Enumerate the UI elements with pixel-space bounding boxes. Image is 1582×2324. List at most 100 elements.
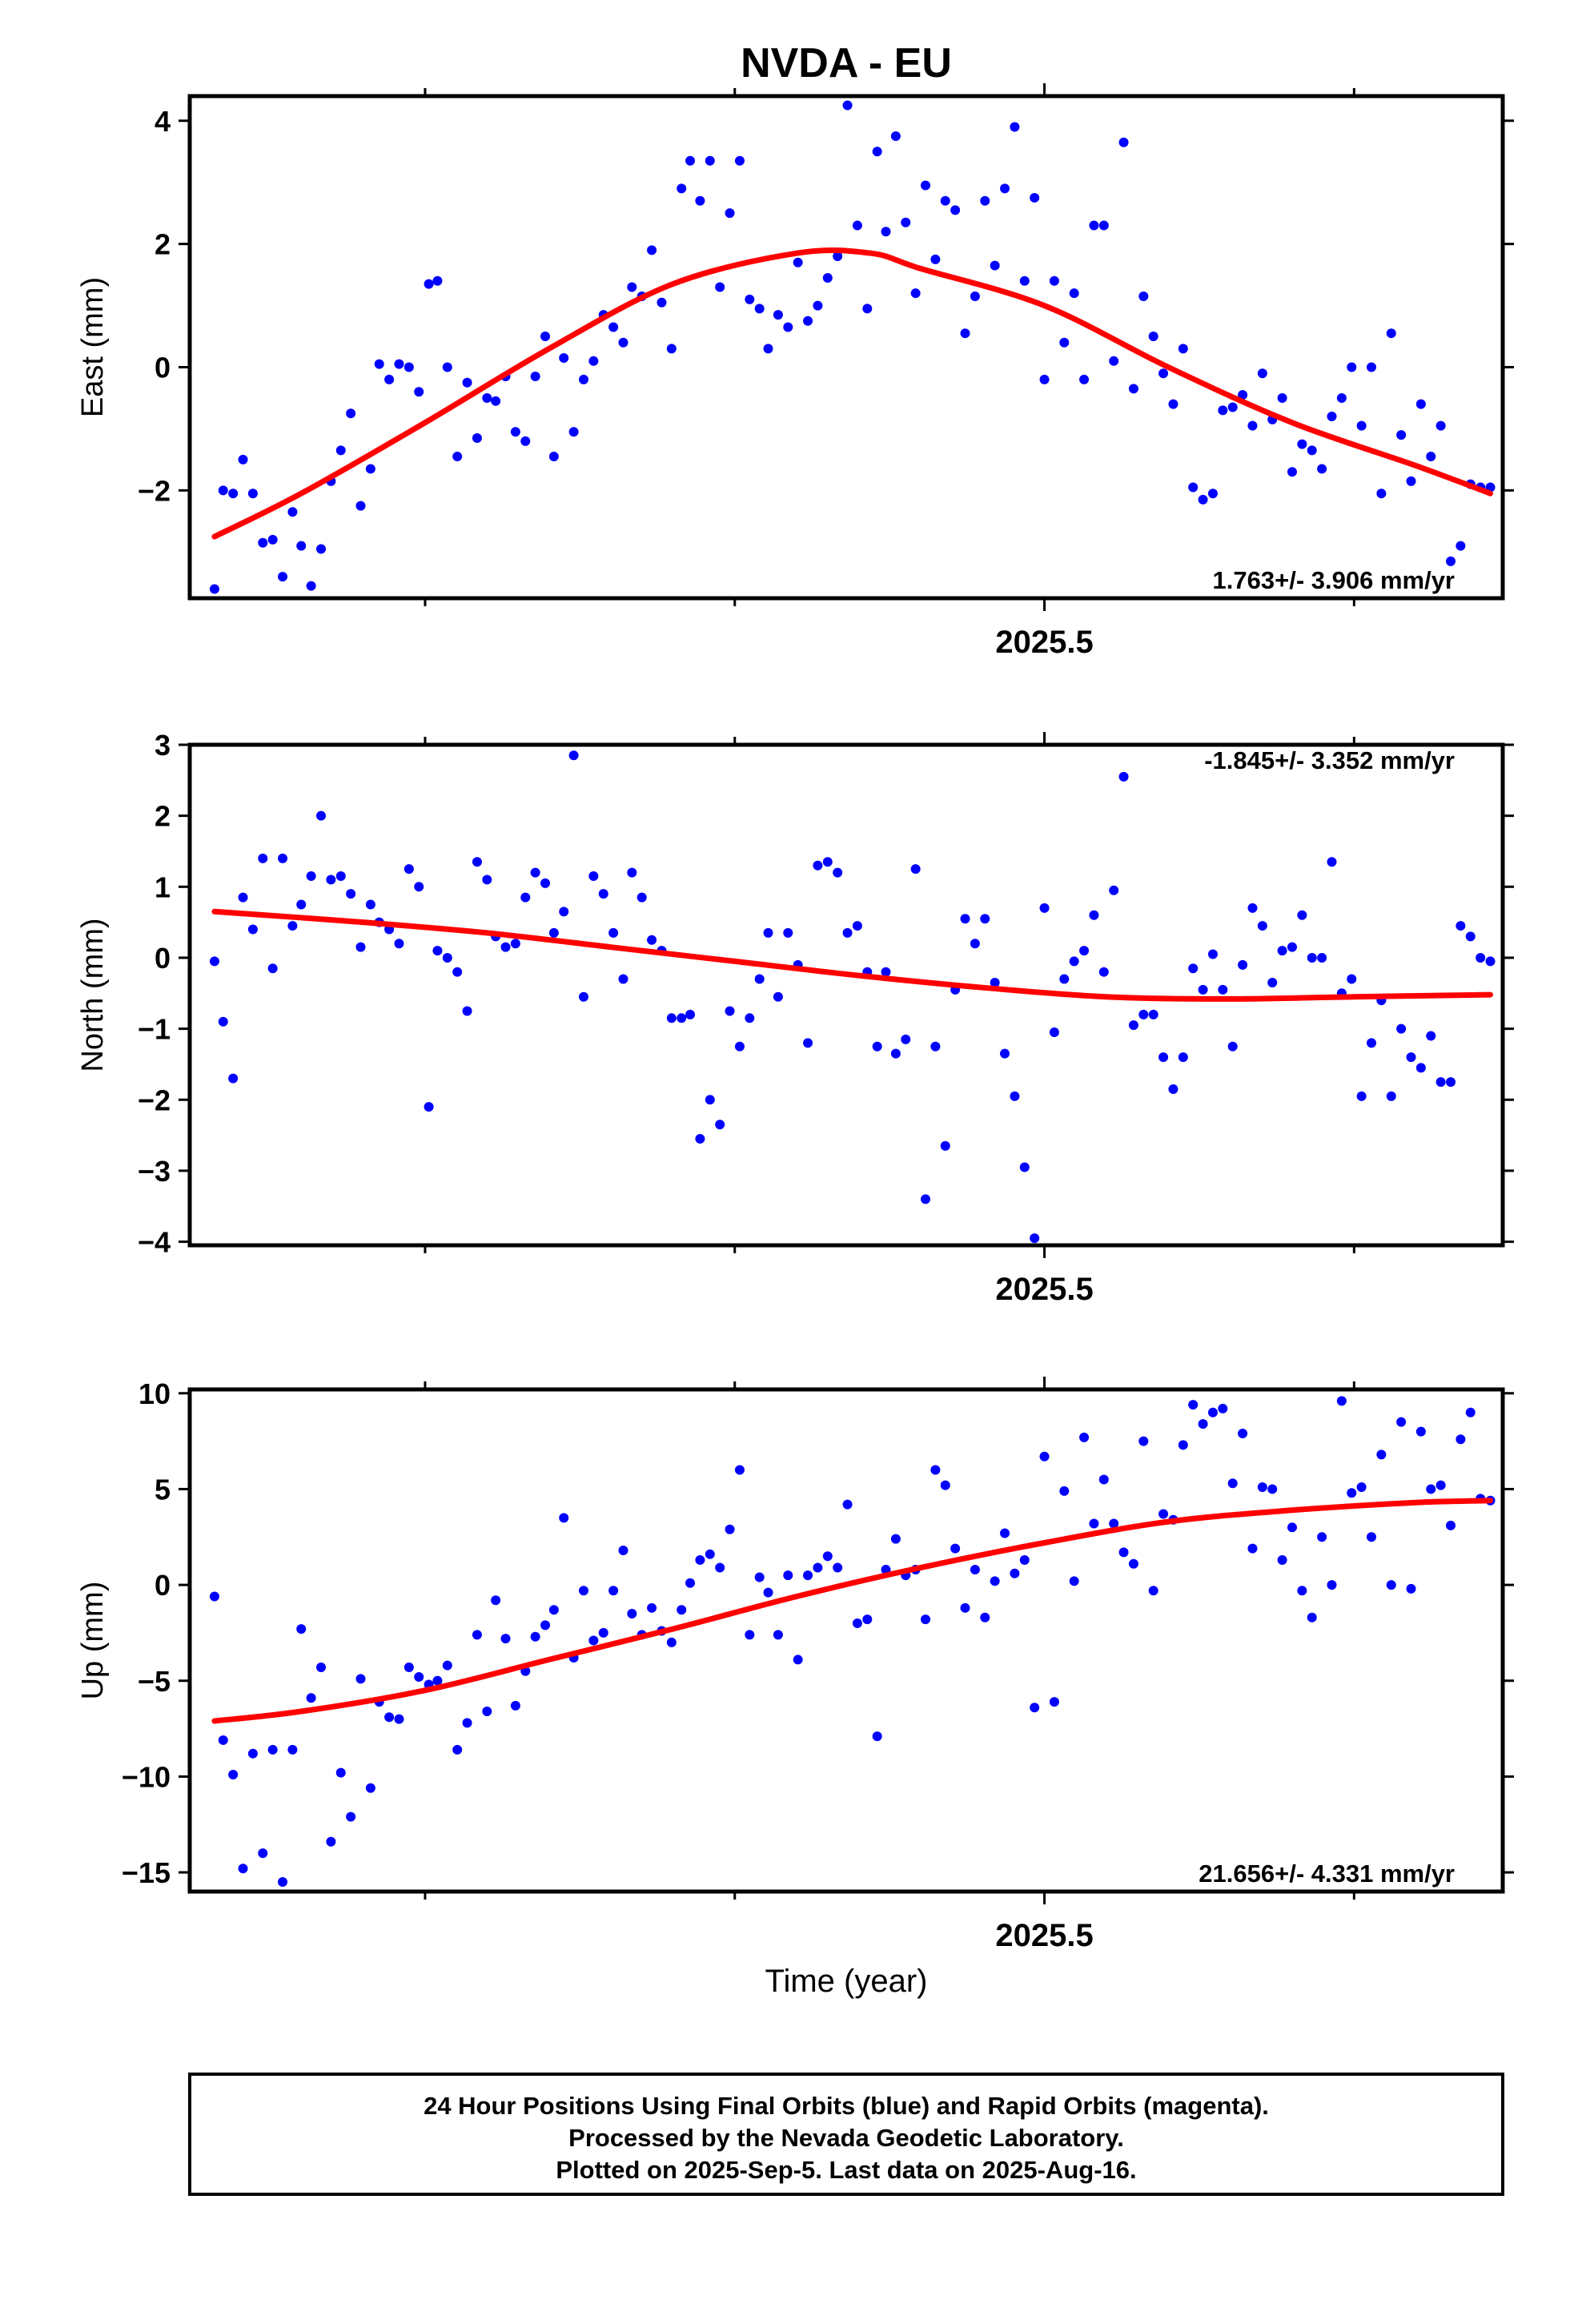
up-data-point [588,1635,599,1646]
up-data-point [734,1465,745,1475]
up-ytick-label: 0 [155,1569,171,1602]
up-data-point [833,1562,843,1573]
north-data-point [1356,1091,1367,1101]
east-ytick-label: −2 [138,474,171,507]
north-data-point [1198,984,1208,995]
east-data-point [1336,392,1347,403]
east-data-point [783,322,793,332]
north-data-point [1188,963,1199,974]
east-data-point [980,195,990,206]
up-data-point [296,1624,307,1634]
north-data-point [1277,946,1287,956]
east-data-point [608,322,619,332]
east-data-point [745,294,755,304]
east-data-point [1297,439,1307,449]
up-data-point [842,1499,853,1510]
east-data-layer [209,100,1496,594]
north-data-point [813,860,823,870]
east-data-point [218,485,228,496]
north-data-point [910,864,921,875]
up-data-point [442,1660,452,1671]
up-data-point [306,1693,316,1703]
north-data-point [530,867,540,878]
east-data-point [725,208,735,219]
east-data-point [842,100,853,111]
north-ytick-label: 1 [155,870,171,903]
up-data-point [763,1587,773,1598]
footer-line-1: 24 Hour Positions Using Final Orbits (bl… [424,2092,1269,2120]
east-data-point [990,260,1000,271]
north-data-point [872,1041,882,1051]
up-data-point [1069,1576,1079,1586]
north-data-point [1218,984,1228,995]
east-data-point [940,195,950,206]
north-data-point [970,939,980,949]
east-data-point [1089,220,1099,231]
footer-box: 24 Hour Positions Using Final Orbits (bl… [188,2073,1504,2196]
up-data-point [1327,1580,1337,1590]
north-data-point [520,892,531,903]
east-data-point [278,572,288,582]
east-data-point [394,359,404,369]
east-data-point [442,362,452,372]
north-data-point [579,991,588,1002]
up-data-point [1030,1703,1040,1713]
north-data-point [1247,903,1258,913]
north-data-point [608,927,619,938]
up-data-point [1247,1543,1258,1554]
up-data-point [598,1627,608,1638]
up-data-point [1089,1518,1099,1529]
up-ytick-label: −15 [122,1856,171,1889]
north-data-point [346,889,356,899]
up-data-point [1178,1440,1188,1450]
up-data-point [1386,1580,1396,1590]
east-plot-frame [187,94,1505,601]
east-data-point [1426,452,1436,462]
east-data-point [267,534,278,545]
east-data-point [414,387,424,397]
north-data-point [1178,1052,1188,1063]
up-data-point [754,1572,765,1582]
north-data-point [1386,1091,1396,1101]
up-data-point [1039,1451,1050,1462]
north-data-point [1019,1162,1030,1172]
east-data-point [1198,494,1208,505]
up-plot-frame [187,1387,1505,1894]
east-data-point [1406,476,1416,486]
north-data-point [278,853,288,863]
north-data-point [510,939,520,949]
up-data-point [1218,1403,1228,1413]
up-data-point [890,1534,901,1544]
panel-up: −15 −10 −5 0 5 10 2025.5 Up (mm) 21.656+/- 4.331… [76,1377,1514,1953]
up-data-point [990,1576,1000,1586]
east-data-point [763,344,773,354]
east-data-point [773,310,783,320]
x-axis-label: Time (year) [765,1964,928,1999]
up-data-point [1347,1488,1357,1498]
east-data-point [890,131,901,142]
east-data-point [618,337,628,348]
up-data-point [1010,1568,1020,1578]
north-data-point [472,857,482,867]
north-data-point [1000,1048,1010,1059]
up-data-point [1059,1486,1070,1496]
up-data-point [725,1524,735,1534]
east-data-point [862,304,873,314]
east-data-point [1059,337,1070,348]
east-ytick-label: 4 [155,105,171,138]
up-data-point [384,1712,395,1723]
east-data-point [960,328,970,339]
north-data-point [1148,1009,1158,1019]
east-data-point [1049,275,1059,286]
up-data-point [365,1783,375,1793]
north-data-point [901,1034,911,1044]
up-data-point [326,1836,336,1847]
north-data-point [890,1048,901,1059]
east-data-point [1178,344,1188,354]
up-data-point [482,1707,492,1717]
up-ytick-label: 10 [139,1377,171,1410]
footer-line-2: Processed by the Nevada Geodetic Laborat… [568,2124,1124,2152]
north-ytick-label: −4 [138,1226,171,1259]
up-data-point [793,1655,803,1665]
east-data-point [1227,402,1238,412]
